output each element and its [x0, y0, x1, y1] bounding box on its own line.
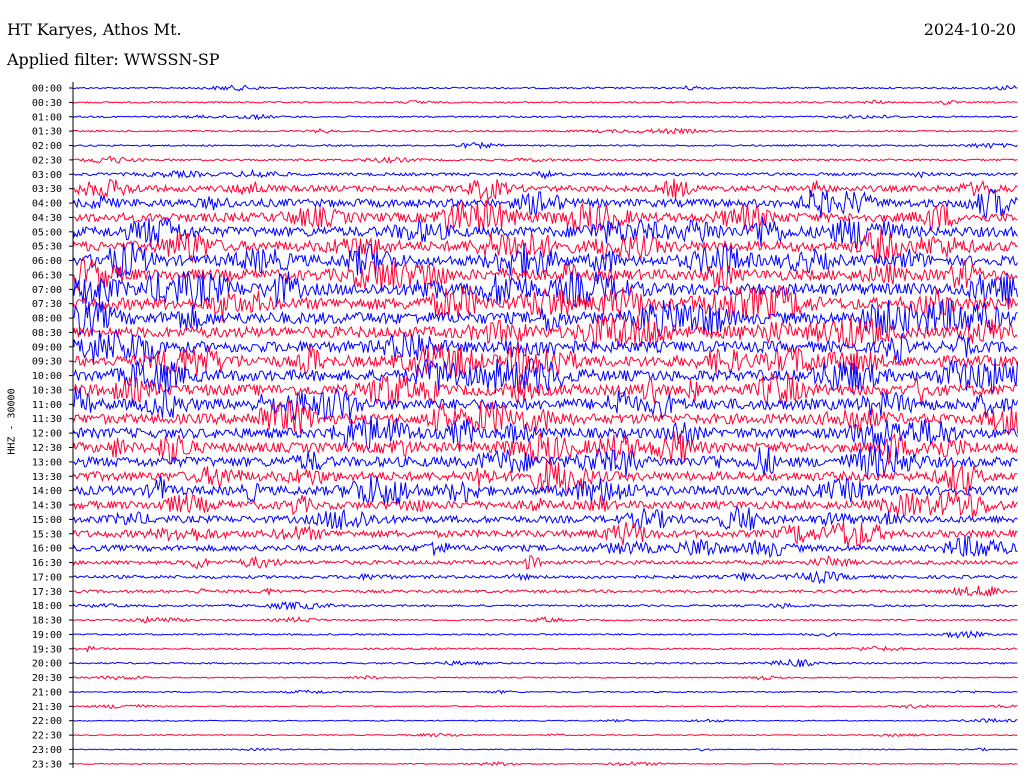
- seismic-trace-1230: [73, 431, 1018, 466]
- tick-label: 17:30: [32, 587, 62, 598]
- filter-label: Applied filter: WWSSN-SP: [7, 50, 220, 69]
- tick-label: 20:00: [32, 659, 62, 670]
- seismic-trace-1930: [73, 645, 1018, 653]
- seismic-trace-1530: [73, 521, 1018, 548]
- seismic-trace-2330: [73, 760, 1018, 767]
- tick-label: 17:00: [32, 572, 62, 583]
- tick-label: 02:00: [32, 141, 62, 152]
- tick-label: 03:30: [32, 184, 62, 195]
- tick-label: 07:30: [32, 299, 62, 310]
- date-label: 2024-10-20: [923, 20, 1016, 39]
- tick-label: 06:30: [32, 270, 62, 281]
- tick-label: 16:00: [32, 544, 62, 555]
- seismic-trace-1430: [73, 490, 1018, 519]
- seismic-trace-0500: [73, 216, 1018, 249]
- seismic-trace-0100: [73, 113, 1018, 121]
- tick-label: 02:30: [32, 155, 62, 166]
- tick-label: 19:00: [32, 630, 62, 641]
- tick-label: 23:00: [32, 745, 62, 756]
- tick-label: 12:00: [32, 429, 62, 440]
- tick-label: 09:30: [32, 357, 62, 368]
- tick-label: 04:00: [32, 199, 62, 210]
- seismic-trace-0000: [73, 84, 1018, 92]
- seismic-trace-0630: [73, 256, 1018, 293]
- seismic-trace-1200: [73, 415, 1018, 451]
- tick-label: 08:30: [32, 328, 62, 339]
- tick-label: 14:00: [32, 486, 62, 497]
- seismic-trace-2100: [73, 689, 1018, 695]
- seismic-trace-1330: [73, 460, 1018, 494]
- seismic-trace-1100: [73, 387, 1018, 421]
- tick-label: 04:30: [32, 213, 62, 224]
- tick-label: 03:00: [32, 170, 62, 181]
- tick-label: 00:00: [32, 84, 62, 95]
- tick-label: 01:00: [32, 112, 62, 123]
- tick-label: 06:00: [32, 256, 62, 267]
- tick-label: 00:30: [32, 98, 62, 109]
- seismic-trace-0330: [73, 178, 1018, 202]
- seismic-trace-0200: [73, 141, 1018, 150]
- tick-label: 23:30: [32, 759, 62, 770]
- seismic-trace-1000: [73, 357, 1018, 395]
- tick-label: 20:30: [32, 673, 62, 684]
- seismic-trace-0930: [73, 343, 1018, 379]
- seismic-trace-0900: [73, 328, 1018, 365]
- tick-label: 21:30: [32, 702, 62, 713]
- tick-label: 05:30: [32, 242, 62, 253]
- seismic-trace-1700: [73, 570, 1018, 585]
- seismic-trace-2130: [73, 703, 1018, 709]
- seismic-trace-1400: [73, 475, 1018, 506]
- seismic-trace-2000: [73, 658, 1018, 668]
- seismic-trace-1500: [73, 505, 1018, 531]
- tick-label: 22:30: [32, 731, 62, 742]
- tick-label: 13:00: [32, 457, 62, 468]
- seismic-trace-1300: [73, 444, 1018, 481]
- tick-label: 13:30: [32, 472, 62, 483]
- seismic-trace-1800: [73, 600, 1018, 611]
- seismic-trace-2300: [73, 747, 1018, 752]
- tick-label: 08:00: [32, 314, 62, 325]
- tick-label: 01:30: [32, 127, 62, 138]
- tick-label: 21:00: [32, 687, 62, 698]
- tick-label: 07:00: [32, 285, 62, 296]
- tick-label: 18:30: [32, 616, 62, 627]
- seismic-trace-0230: [73, 155, 1018, 164]
- seismic-trace-0430: [73, 199, 1018, 234]
- tick-label: 10:30: [32, 385, 62, 396]
- seismic-trace-1600: [73, 535, 1018, 559]
- seismic-trace-0730: [73, 285, 1018, 322]
- seismic-trace-0130: [73, 127, 1018, 135]
- seismic-trace-0530: [73, 228, 1018, 264]
- tick-label: 11:30: [32, 414, 62, 425]
- tick-label: 18:00: [32, 601, 62, 612]
- tick-label: 19:30: [32, 644, 62, 655]
- seismic-trace-1830: [73, 615, 1018, 624]
- seismic-trace-1630: [73, 554, 1018, 570]
- tick-label: 09:00: [32, 342, 62, 353]
- seismic-trace-0800: [73, 299, 1018, 337]
- tick-label: 15:00: [32, 515, 62, 526]
- tick-label: 11:00: [32, 400, 62, 411]
- station-title: HT Karyes, Athos Mt.: [7, 20, 182, 39]
- tick-label: 14:30: [32, 501, 62, 512]
- seismic-trace-2030: [73, 675, 1018, 681]
- tick-label: 10:00: [32, 371, 62, 382]
- seismic-trace-2200: [73, 717, 1018, 724]
- seismic-trace-1030: [73, 372, 1018, 408]
- tick-label: 22:00: [32, 716, 62, 727]
- tick-label: 12:30: [32, 443, 62, 454]
- seismic-trace-0600: [73, 242, 1018, 279]
- seismic-trace-0030: [73, 99, 1018, 106]
- tick-label: 05:00: [32, 227, 62, 238]
- seismic-trace-0830: [73, 314, 1018, 349]
- seismic-trace-1730: [73, 585, 1018, 598]
- seismic-trace-2230: [73, 732, 1018, 738]
- seismic-trace-0400: [73, 188, 1018, 220]
- seismic-trace-1900: [73, 629, 1018, 639]
- seismic-trace-0300: [73, 168, 1018, 181]
- tick-label: 15:30: [32, 529, 62, 540]
- tick-label: 16:30: [32, 558, 62, 569]
